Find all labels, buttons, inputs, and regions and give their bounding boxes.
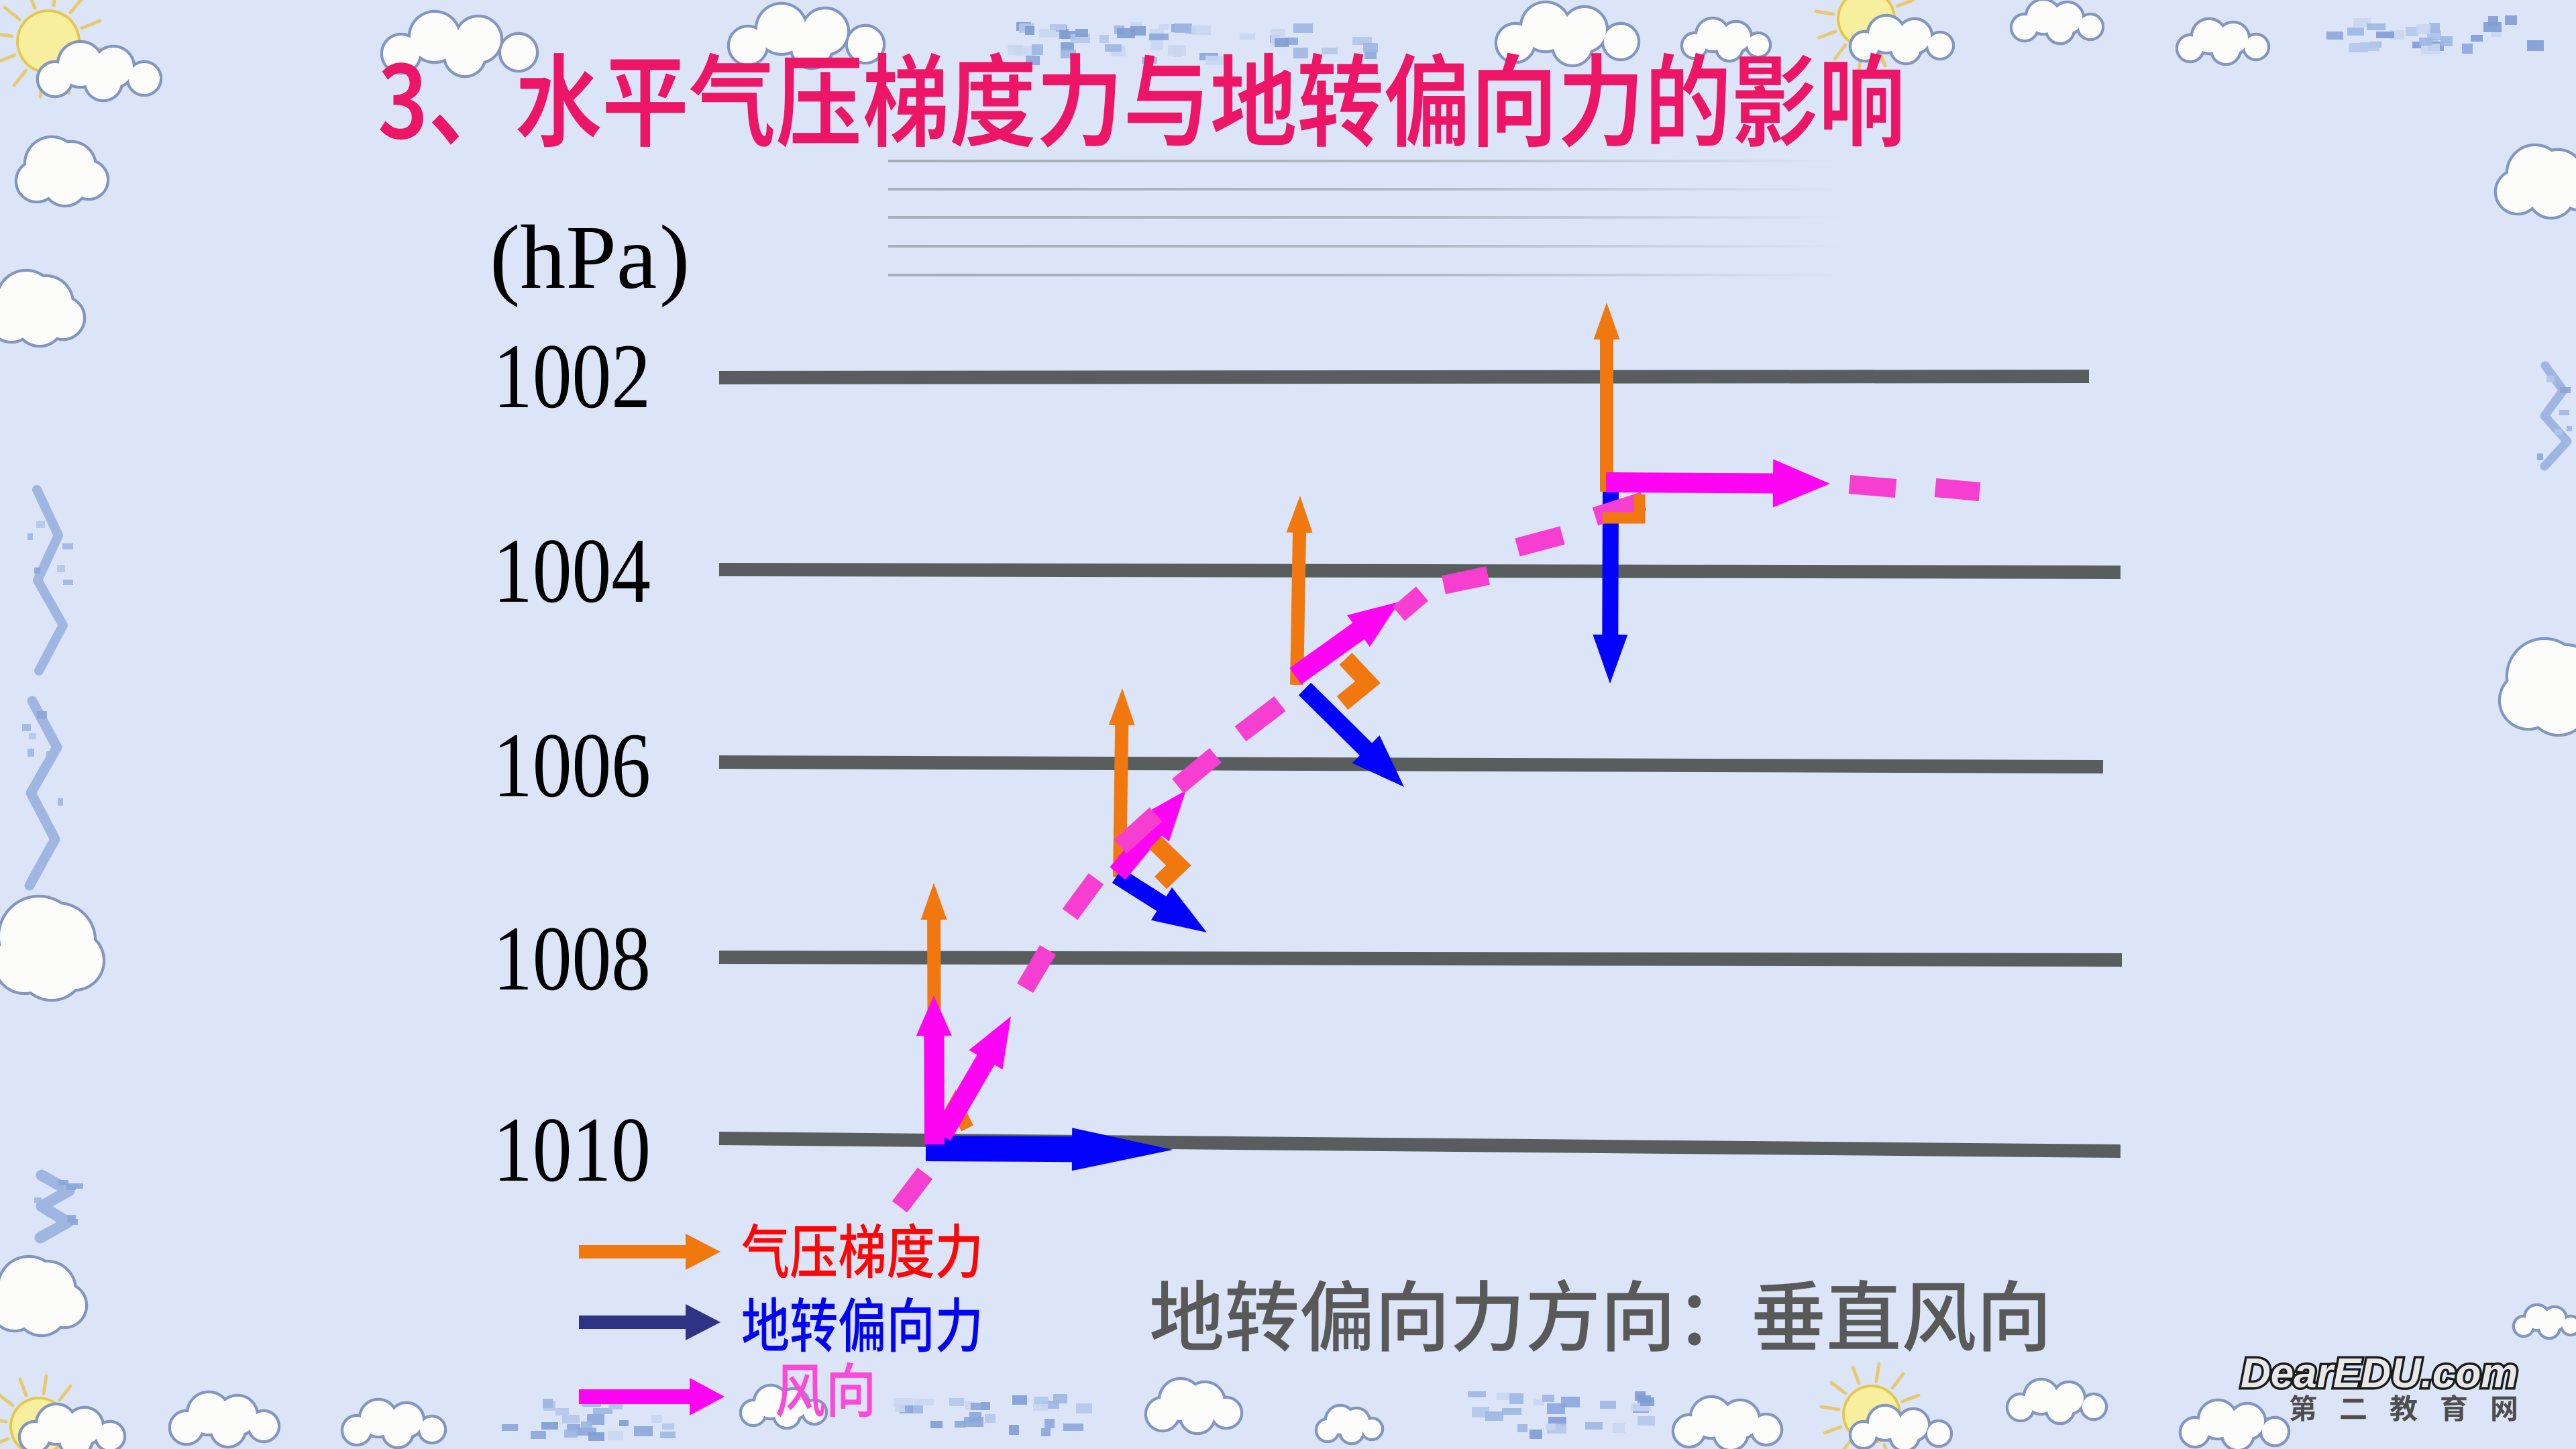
svg-text:1004: 1004 [493,519,651,622]
svg-text:DearEDU.com: DearEDU.com [2241,1350,2518,1397]
svg-text:1002: 1002 [493,325,651,427]
svg-text:(hPa: (hPa [490,207,657,308]
svg-text:1010: 1010 [493,1098,651,1201]
svg-text:1008: 1008 [493,907,651,1010]
svg-text:): ) [659,207,690,308]
svg-text:1006: 1006 [493,714,651,816]
